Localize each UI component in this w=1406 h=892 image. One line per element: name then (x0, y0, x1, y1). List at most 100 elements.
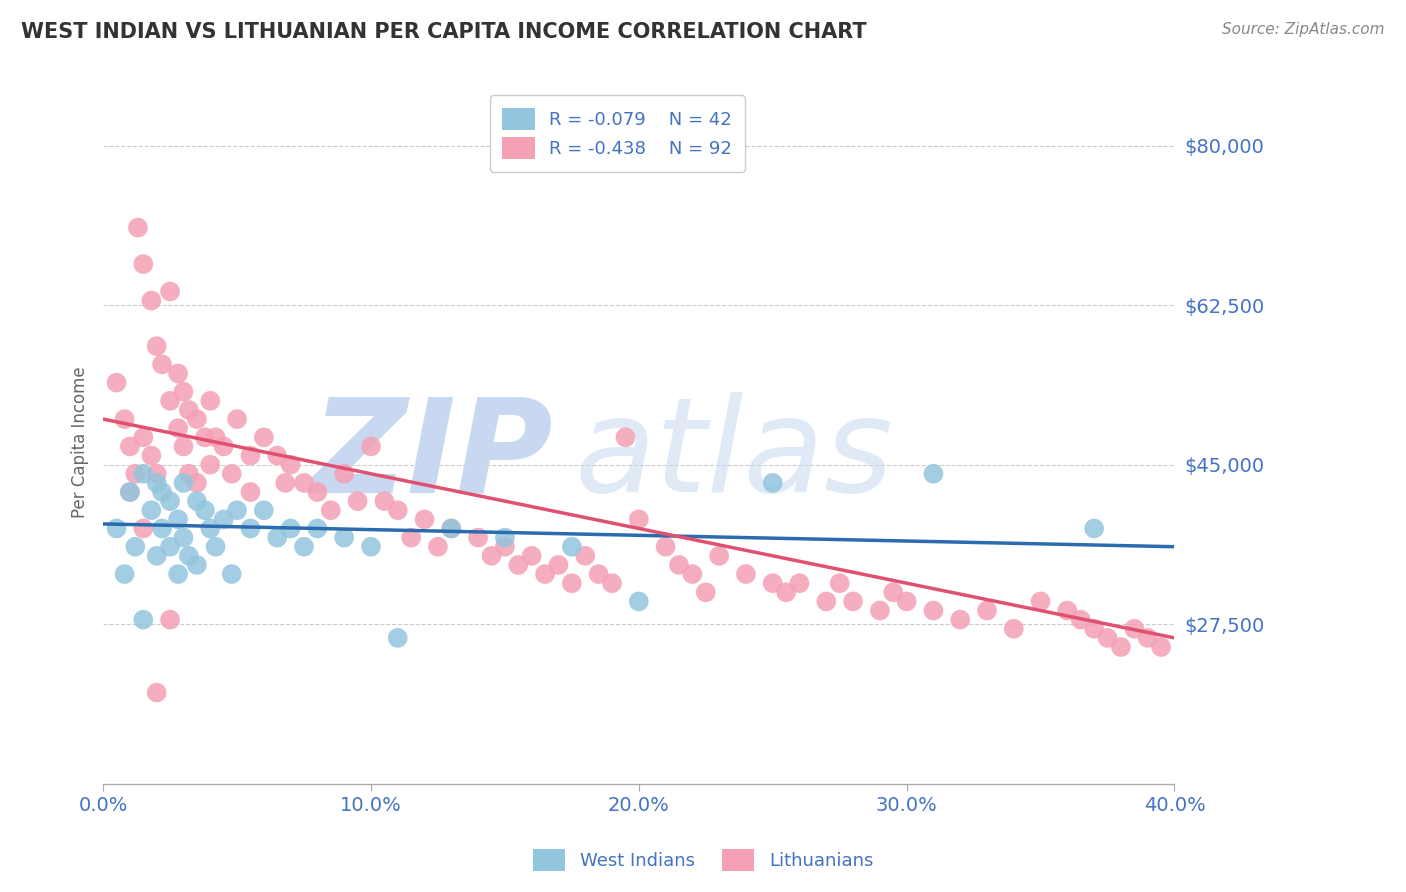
Point (1029, 594, 1052, 608)
Point (360, 439, 382, 453)
Point (1150, 640, 1173, 654)
Point (274, 475, 297, 490)
Point (1002, 622, 1025, 636)
Point (105, 376, 128, 390)
Point (159, 285, 181, 299)
Point (922, 603, 945, 617)
Point (292, 475, 315, 490)
Point (922, 467, 945, 481)
Point (707, 549, 730, 563)
Point (114, 567, 136, 582)
Point (574, 549, 596, 563)
Point (292, 540, 315, 554)
Point (159, 393, 181, 408)
Point (186, 475, 208, 490)
Point (828, 576, 851, 591)
Point (186, 412, 208, 426)
Point (508, 558, 530, 572)
Point (426, 540, 449, 554)
Point (1136, 631, 1159, 645)
Point (481, 549, 503, 563)
Point (167, 367, 190, 381)
Point (762, 475, 785, 490)
Point (600, 576, 623, 591)
Point (132, 613, 155, 627)
Point (440, 521, 463, 535)
Point (226, 503, 249, 517)
Point (145, 685, 167, 699)
Point (167, 512, 190, 526)
Point (387, 503, 409, 517)
Point (204, 540, 226, 554)
Point (212, 439, 235, 453)
Point (762, 576, 785, 591)
Point (280, 458, 302, 472)
Point (145, 339, 167, 353)
Point (239, 485, 262, 500)
Point (118, 485, 141, 500)
Point (976, 603, 998, 617)
Point (239, 449, 262, 463)
Point (614, 430, 637, 444)
Point (194, 430, 217, 444)
Point (1109, 640, 1132, 654)
Point (118, 485, 141, 500)
Point (681, 567, 703, 582)
Point (789, 576, 811, 591)
Point (159, 613, 181, 627)
Point (561, 576, 583, 591)
Point (159, 494, 181, 508)
Point (177, 467, 200, 481)
Point (221, 567, 243, 582)
Point (882, 585, 904, 599)
Point (118, 439, 141, 453)
Point (1123, 622, 1146, 636)
Point (150, 485, 173, 500)
Text: Source: ZipAtlas.com: Source: ZipAtlas.com (1222, 22, 1385, 37)
Point (654, 540, 676, 554)
Point (534, 567, 557, 582)
Point (132, 521, 155, 535)
Point (172, 384, 194, 399)
Point (145, 467, 167, 481)
Point (124, 467, 146, 481)
Point (253, 503, 276, 517)
Point (319, 503, 342, 517)
Point (167, 567, 190, 582)
Point (949, 613, 972, 627)
Point (467, 531, 489, 545)
Point (159, 540, 181, 554)
Text: ZIP: ZIP (312, 392, 553, 519)
Point (280, 521, 302, 535)
Point (177, 403, 200, 417)
Point (815, 594, 838, 608)
Point (145, 475, 167, 490)
Point (132, 430, 155, 444)
Point (141, 293, 163, 308)
Legend: West Indians, Lithuanians: West Indians, Lithuanians (526, 842, 880, 879)
Point (520, 549, 543, 563)
Point (105, 521, 128, 535)
Legend: R = -0.079    N = 42, R = -0.438    N = 92: R = -0.079 N = 42, R = -0.438 N = 92 (489, 95, 745, 172)
Point (869, 603, 891, 617)
Point (150, 357, 173, 371)
Point (1083, 521, 1105, 535)
Point (172, 439, 194, 453)
Point (494, 531, 516, 545)
Point (141, 449, 163, 463)
Point (172, 475, 194, 490)
Point (114, 412, 136, 426)
Point (1097, 631, 1119, 645)
Point (387, 631, 409, 645)
Point (200, 521, 222, 535)
Point (735, 567, 758, 582)
Point (221, 467, 243, 481)
Point (307, 521, 329, 535)
Point (132, 257, 155, 271)
Text: WEST INDIAN VS LITHUANIAN PER CAPITA INCOME CORRELATION CHART: WEST INDIAN VS LITHUANIAN PER CAPITA INC… (21, 22, 866, 42)
Point (132, 467, 155, 481)
Point (172, 531, 194, 545)
Point (547, 558, 569, 572)
Point (695, 585, 717, 599)
Point (1070, 613, 1092, 627)
